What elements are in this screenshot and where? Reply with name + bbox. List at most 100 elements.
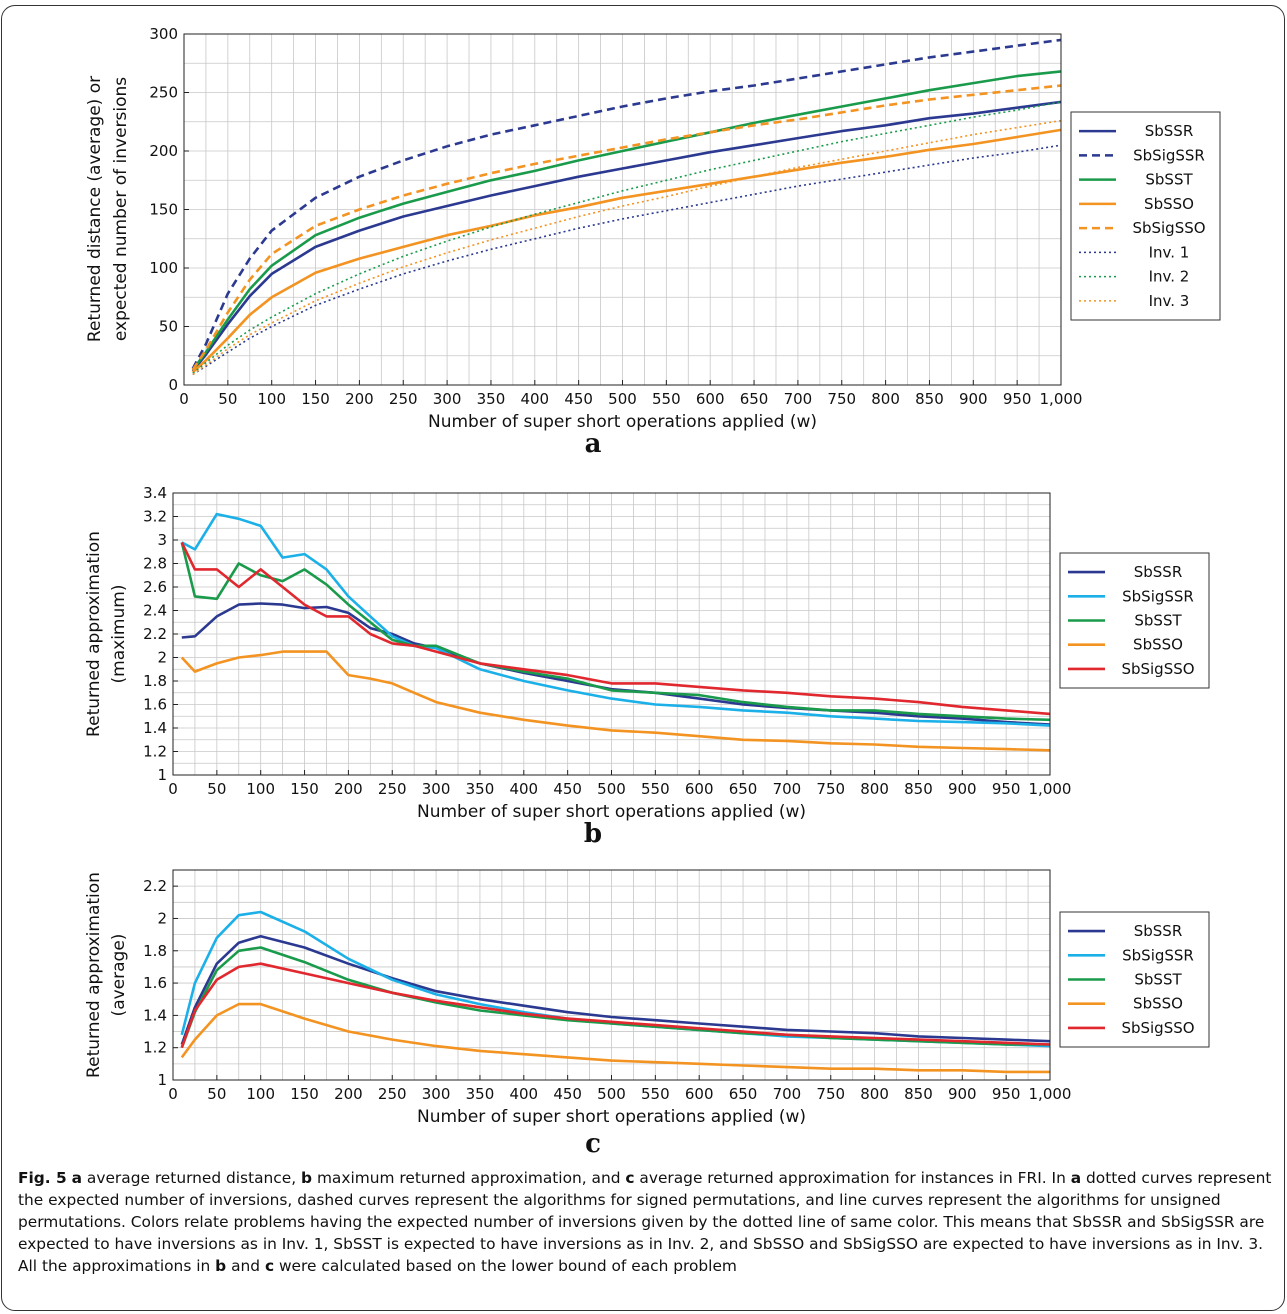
x-tick-label: 800 [860,1085,889,1103]
series-line-sbsst [191,70,1062,371]
x-tick-label: 750 [816,780,845,798]
x-tick-label: 900 [948,1085,977,1103]
y-tick-label: 2 [157,649,167,667]
x-tick-label: 900 [948,780,977,798]
legend-entry: SbSSO [1133,636,1183,654]
y-axis-label: Returned approximation [84,872,104,1078]
x-tick-label: 400 [509,780,538,798]
caption-segment: b [301,1169,313,1187]
legend-entry: SbSigSSR [1133,146,1205,164]
x-tick-label: 300 [422,1085,451,1103]
y-axis-label: Returned distance (average) or [85,76,105,342]
y-tick-label: 100 [149,259,178,277]
series-line-inv-3 [192,119,1062,376]
x-tick-label: 350 [466,1085,495,1103]
x-tick-label: 850 [915,390,944,408]
series-line-sbsst [180,946,1050,1049]
y-tick-label: 2.6 [143,578,167,596]
x-tick-label: 0 [168,780,178,798]
x-axis-label: Number of super short operations applied… [428,412,817,432]
x-tick-label: 600 [696,390,725,408]
x-tick-label: 50 [218,390,237,408]
x-tick-label: 550 [641,1085,670,1103]
x-tick-label: 100 [257,390,286,408]
x-tick-label: 150 [301,390,330,408]
x-tick-label: 100 [246,780,275,798]
legend-entry: SbSigSSO [1121,1019,1194,1037]
legend-entry: SbSigSSO [1132,219,1205,237]
x-tick-label: 700 [773,780,802,798]
x-tick-label: 500 [608,390,637,408]
x-tick-label: 650 [729,1085,758,1103]
y-tick-label: 1.4 [143,1006,167,1024]
legend-entry: SbSigSSR [1122,946,1194,964]
legend-entry: SbSST [1145,171,1193,189]
y-tick-label: 2.8 [143,555,167,573]
x-tick-label: 750 [816,1085,845,1103]
caption-body: a average returned distance, b maximum r… [18,1169,1271,1275]
x-tick-label: 550 [641,780,670,798]
x-tick-label: 650 [740,390,769,408]
legend-entry: SbSST [1134,612,1182,630]
x-tick-label: 200 [345,390,374,408]
legend-box [1070,111,1221,321]
caption-segment: b [215,1257,227,1275]
x-tick-label: 500 [597,780,626,798]
x-tick-label: 600 [685,780,714,798]
x-tick-label: 1,000 [1029,1085,1072,1103]
y-tick-label: 0 [168,376,178,394]
x-tick-label: 450 [564,390,593,408]
x-tick-label: 600 [685,1085,714,1103]
series-line-sbssr [180,934,1051,1045]
x-tick-label: 1,000 [1040,390,1083,408]
x-tick-label: 800 [871,390,900,408]
caption-segment: c [264,1257,275,1275]
caption-segment: average returned distance, [82,1169,302,1187]
x-tick-label: 500 [597,1085,626,1103]
panel-label: b [584,819,602,849]
x-tick-label: 250 [378,1085,407,1103]
y-tick-label: 3.2 [143,508,167,526]
y-tick-label: 1.8 [143,672,167,690]
x-tick-label: 400 [520,390,549,408]
x-tick-label: 950 [1003,390,1032,408]
x-tick-label: 100 [246,1085,275,1103]
legend-entry: SbSSO [1133,995,1183,1013]
figure-caption: Fig. 5 a average returned distance, b ma… [18,1167,1273,1277]
x-tick-label: 850 [904,780,933,798]
x-tick-label: 700 [784,390,813,408]
legend-entry: SbSSR [1145,122,1194,140]
y-tick-label: 300 [149,25,178,43]
legend-entry: SbSigSSO [1121,660,1194,678]
x-tick-label: 400 [509,1085,538,1103]
caption-segment: dotted curves represent the expected num… [18,1169,1272,1275]
caption-segment: c [625,1169,635,1187]
y-tick-label: 1 [157,766,167,784]
y-axis-label: Returned approximation [84,531,104,737]
legend-entry: Inv. 1 [1149,243,1190,261]
y-tick-label: 2.2 [143,877,167,895]
x-tick-label: 950 [992,1085,1021,1103]
series-line-inv-2 [192,101,1062,374]
legend-entry: SbSSR [1134,563,1183,581]
x-tick-label: 800 [860,780,889,798]
x-tick-label: 900 [959,390,988,408]
x-tick-label: 0 [179,390,189,408]
legend-entry: SbSSO [1144,195,1194,213]
x-tick-label: 950 [992,780,1021,798]
x-tick-label: 200 [334,1085,363,1103]
y-tick-label: 1.4 [143,719,167,737]
x-tick-label: 200 [334,780,363,798]
x-tick-label: 350 [466,780,495,798]
x-tick-label: 150 [290,1085,319,1103]
series-line-sbsso [191,128,1062,374]
x-tick-label: 300 [422,780,451,798]
y-tick-label: 1.6 [143,696,167,714]
y-tick-label: 1.2 [143,1039,167,1057]
caption-fig-label: Fig. 5 [18,1169,67,1187]
y-axis-label: (average) [109,934,129,1017]
x-tick-label: 250 [389,390,418,408]
y-tick-label: 2.4 [143,602,167,620]
legend-entry: SbSSR [1134,922,1183,940]
legend-entry: SbSST [1134,971,1182,989]
